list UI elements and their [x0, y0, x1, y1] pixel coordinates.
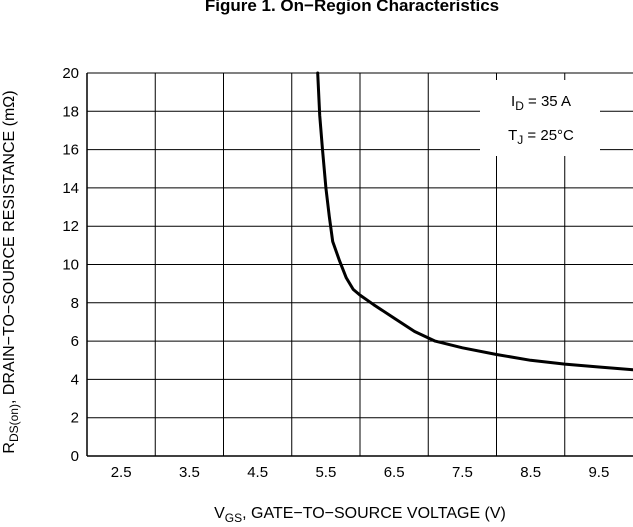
y-tick-labels: 0 2 4 6 8 10 12 14 16 18 20	[62, 65, 79, 465]
series-line	[316, 71, 633, 372]
y-tick-label: 6	[71, 333, 79, 350]
x-axis-label: VGS, GATE−TO−SOURCE VOLTAGE (V)	[214, 505, 506, 525]
annotation-box: ID = 35 A TJ = 25°C	[480, 80, 600, 156]
y-tick-label: 2	[71, 410, 79, 427]
annotation-text: TJ = 25°C	[508, 127, 574, 147]
y-tick-label: 20	[62, 65, 79, 82]
y-tick-label: 10	[62, 257, 79, 274]
grid	[86, 72, 633, 457]
series	[316, 71, 633, 372]
x-tick-label: 7.5	[452, 464, 473, 481]
y-tick-label: 4	[71, 371, 79, 388]
y-tick-label: 0	[71, 448, 79, 465]
x-tick-label: 6.5	[384, 464, 405, 481]
annotation-background	[480, 80, 600, 156]
chart-title: Figure 1. On−Region Characteristics	[205, 0, 499, 15]
y-tick-label: 16	[62, 142, 79, 159]
x-tick-label: 3.5	[179, 464, 200, 481]
x-tick-label: 2.5	[111, 464, 132, 481]
y-tick-label: 12	[62, 218, 79, 235]
y-tick-label: 18	[62, 103, 79, 120]
y-tick-label: 14	[62, 180, 79, 197]
y-tick-label: 8	[71, 295, 79, 312]
y-axis-label: RDS(on), DRAIN−TO−SOURCE RESISTANCE (mΩ)	[1, 90, 21, 453]
x-tick-label: 5.5	[315, 464, 336, 481]
x-tick-label: 4.5	[247, 464, 268, 481]
x-tick-label: 8.5	[520, 464, 541, 481]
x-tick-labels: 2.5 3.5 4.5 5.5 6.5 7.5 8.5 9.5	[111, 464, 610, 481]
plot-frame	[86, 73, 633, 457]
x-tick-label: 9.5	[588, 464, 609, 481]
annotation-text: ID = 35 A	[511, 93, 571, 113]
